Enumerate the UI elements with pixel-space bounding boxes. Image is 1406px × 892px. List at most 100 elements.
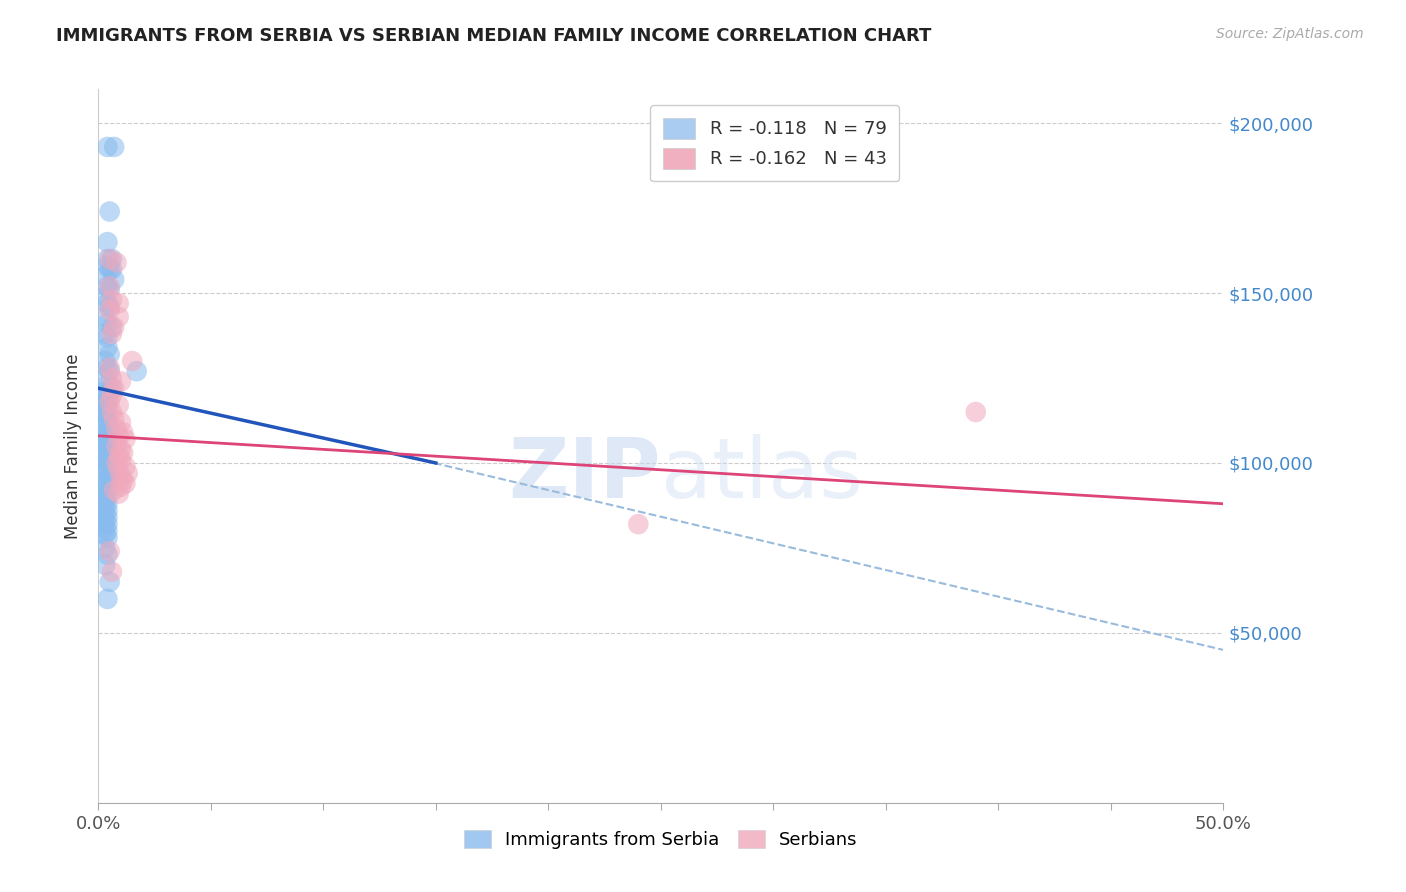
Point [96,409,118,423]
Point [107,429,129,443]
Point [94,384,117,399]
Point [101,405,124,419]
Point [96,449,118,463]
Point [105,456,128,470]
Point [98,469,121,483]
Point [98,360,121,375]
Point [98,544,121,558]
Point [101,371,124,385]
Point [101,252,124,266]
Point [96,503,118,517]
Point [96,317,118,331]
Point [96,252,118,266]
Point [110,375,132,389]
Point [96,510,118,524]
Text: ZIP: ZIP [509,434,661,515]
Point [112,446,135,460]
Point [96,259,118,273]
Point [105,255,128,269]
Point [98,422,121,436]
Point [94,541,117,555]
Point [94,354,117,368]
Point [96,497,118,511]
Point [110,480,132,494]
Point [98,574,121,589]
Point [98,364,121,378]
Point [94,507,117,521]
Point [110,469,132,483]
Point [96,548,118,562]
Point [94,310,117,324]
Point [112,473,135,487]
Point [96,429,118,443]
Point [94,493,117,508]
Point [96,296,118,310]
Point [114,432,136,446]
Point [94,371,117,385]
Point [94,398,117,412]
Point [96,360,118,375]
Point [96,279,118,293]
Point [96,341,118,355]
Point [98,300,121,314]
Point [107,449,129,463]
Point [105,422,128,436]
Point [94,527,117,541]
Point [96,524,118,538]
Point [94,269,117,284]
Point [94,514,117,528]
Point [94,439,117,453]
Point [101,320,124,334]
Point [114,476,136,491]
Point [96,377,118,392]
Point [103,483,125,498]
Point [94,392,117,406]
Point [98,279,121,293]
Point [101,326,124,341]
Point [96,388,118,402]
Point [98,347,121,361]
Point [96,394,118,409]
Point [96,401,118,416]
Point [107,463,129,477]
Text: atlas: atlas [661,434,862,515]
Point [96,435,118,450]
Point [94,452,117,467]
Point [96,591,118,606]
Point [103,272,125,286]
Point [94,486,117,500]
Point [107,486,129,500]
Point [110,415,132,429]
Point [105,439,128,453]
Point [101,565,124,579]
Point [117,466,139,480]
Point [96,140,118,154]
Legend: Immigrants from Serbia, Serbians: Immigrants from Serbia, Serbians [456,821,866,858]
Point [94,500,117,515]
Point [94,466,117,480]
Point [98,262,121,277]
Point [103,140,125,154]
Point [107,310,129,324]
Point [107,398,129,412]
Point [96,463,118,477]
Point [94,520,117,534]
Point [98,252,121,266]
Point [96,517,118,532]
Point [94,412,117,426]
Point [627,517,650,532]
Point [96,330,118,344]
Point [110,452,132,467]
Point [94,418,117,433]
Point [98,394,121,409]
Point [103,381,125,395]
Point [96,456,118,470]
Point [94,558,117,572]
Point [101,262,124,277]
Point [107,296,129,310]
Point [96,476,118,491]
Point [125,364,148,378]
Point [121,354,143,368]
Point [103,320,125,334]
Text: IMMIGRANTS FROM SERBIA VS SERBIAN MEDIAN FAMILY INCOME CORRELATION CHART: IMMIGRANTS FROM SERBIA VS SERBIAN MEDIAN… [56,27,932,45]
